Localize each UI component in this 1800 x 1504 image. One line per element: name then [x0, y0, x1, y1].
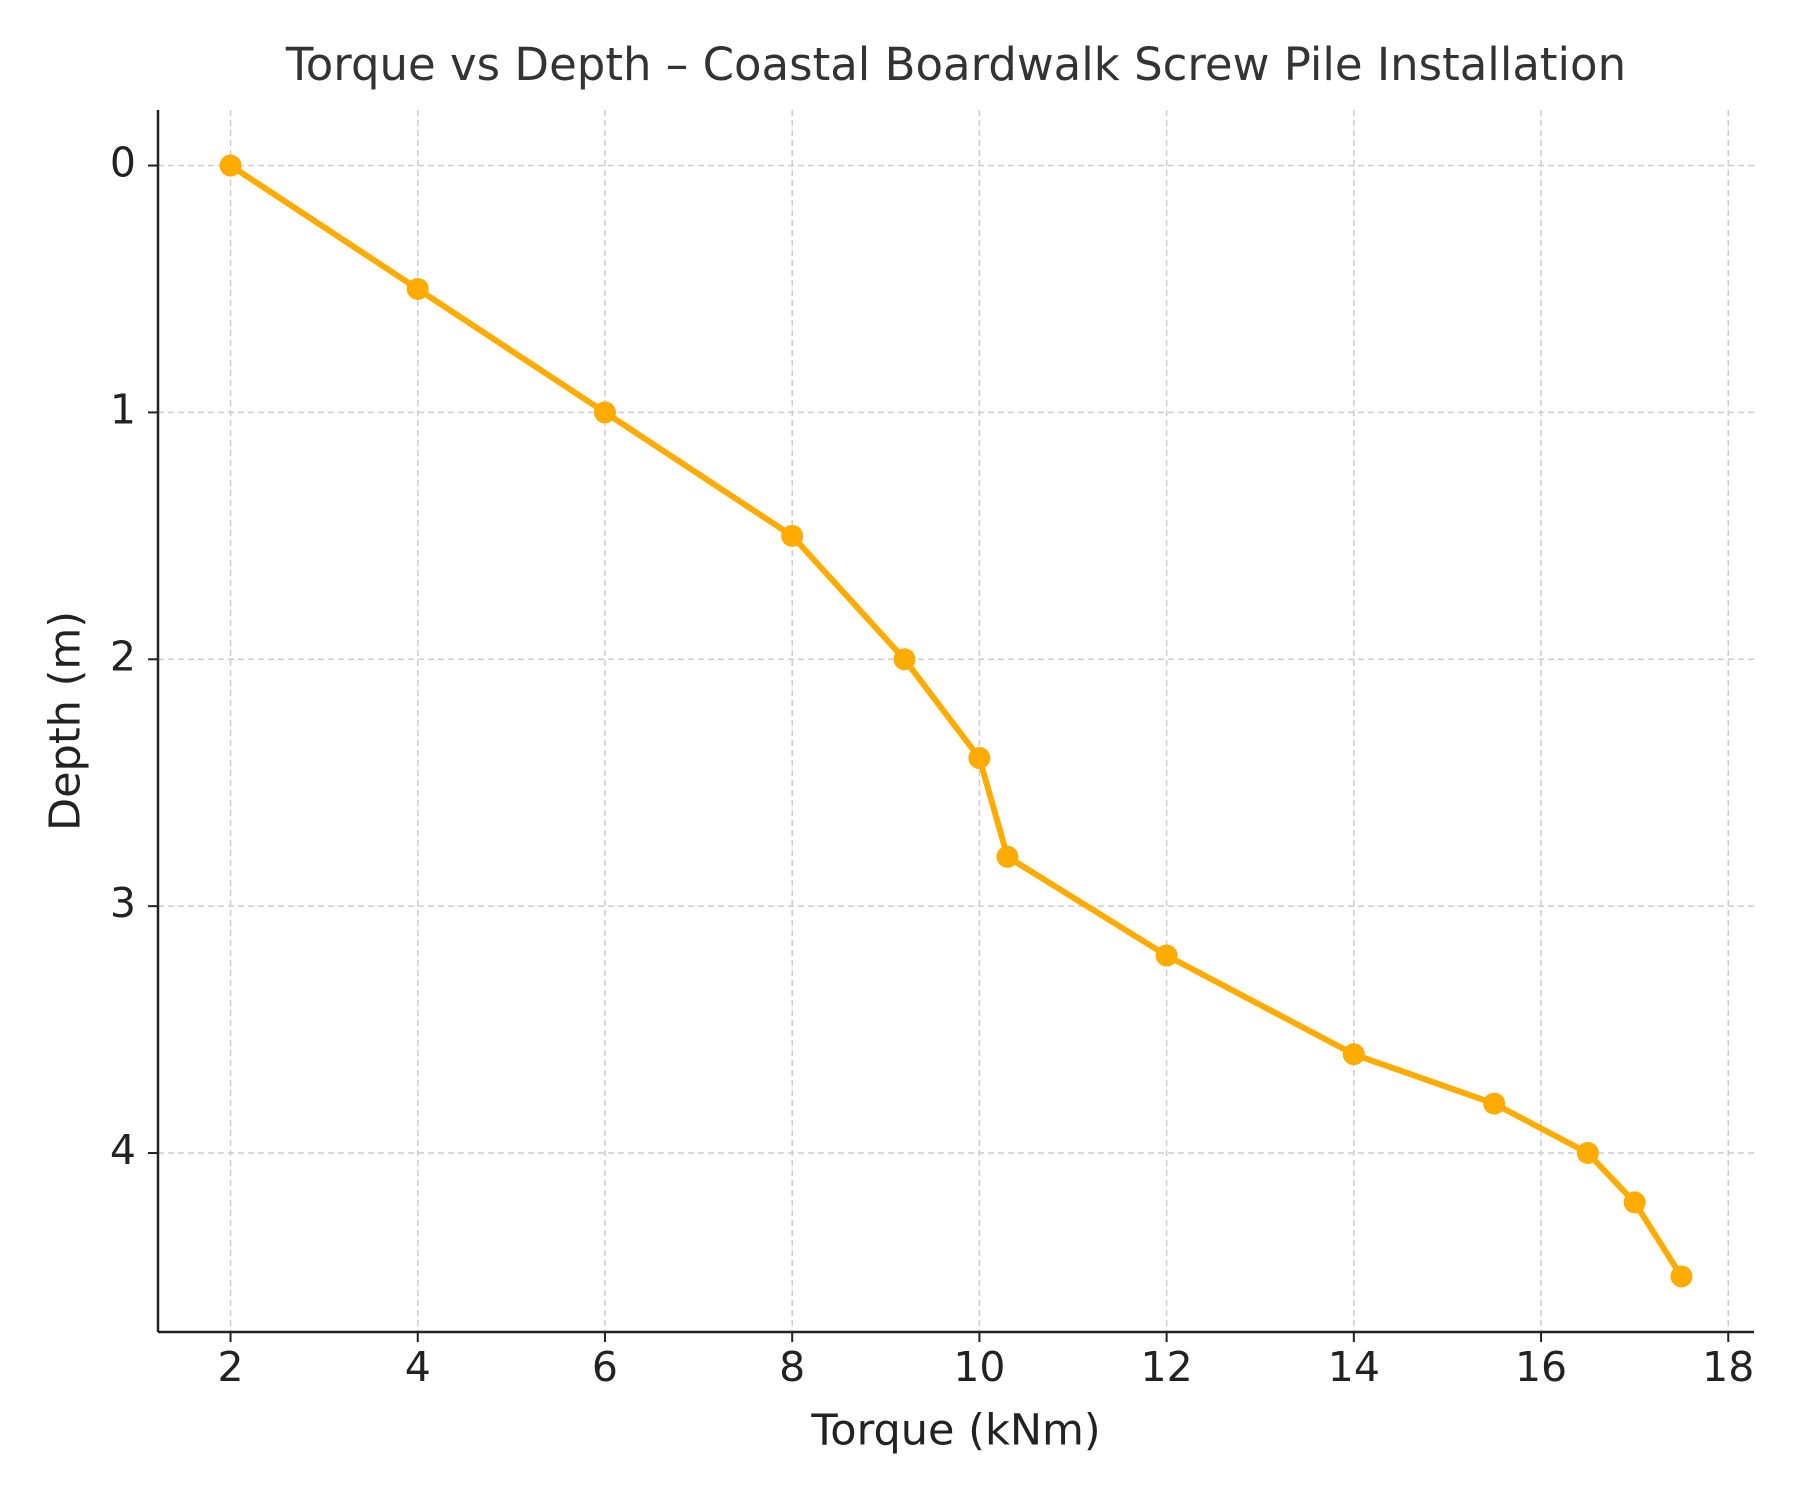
data-point	[1483, 1092, 1506, 1115]
data-point	[593, 401, 616, 424]
x-tick-label: 12	[1141, 1343, 1193, 1391]
data-point	[1342, 1043, 1365, 1066]
x-tick-label: 18	[1702, 1343, 1754, 1391]
data-point	[1155, 944, 1178, 967]
data-point	[968, 747, 991, 770]
x-tick-label: 14	[1328, 1343, 1380, 1391]
x-tick-label: 2	[217, 1343, 243, 1391]
y-tick-label: 2	[110, 632, 136, 680]
x-tick-label: 16	[1515, 1343, 1567, 1391]
data-point	[1670, 1265, 1693, 1288]
y-tick-label: 3	[110, 879, 136, 927]
data-point	[406, 277, 429, 300]
x-tick-label: 10	[953, 1343, 1005, 1391]
chart-title: Torque vs Depth – Coastal Boardwalk Scre…	[285, 38, 1626, 91]
x-tick-label: 4	[405, 1343, 431, 1391]
y-tick-label: 4	[110, 1126, 136, 1174]
data-point	[1576, 1142, 1599, 1165]
x-tick-label: 8	[779, 1343, 805, 1391]
data-point	[1623, 1191, 1646, 1214]
y-axis-label: Depth (m)	[41, 611, 91, 831]
data-point	[219, 154, 242, 177]
data-line	[228, 163, 1684, 1279]
x-axis-label: Torque (kNm)	[810, 1406, 1100, 1456]
y-tick-label: 1	[110, 385, 136, 433]
x-tick-label: 6	[592, 1343, 618, 1391]
y-tick-label: 0	[110, 139, 136, 187]
data-point	[893, 648, 916, 671]
data-point	[996, 845, 1019, 868]
data-point	[781, 524, 804, 547]
